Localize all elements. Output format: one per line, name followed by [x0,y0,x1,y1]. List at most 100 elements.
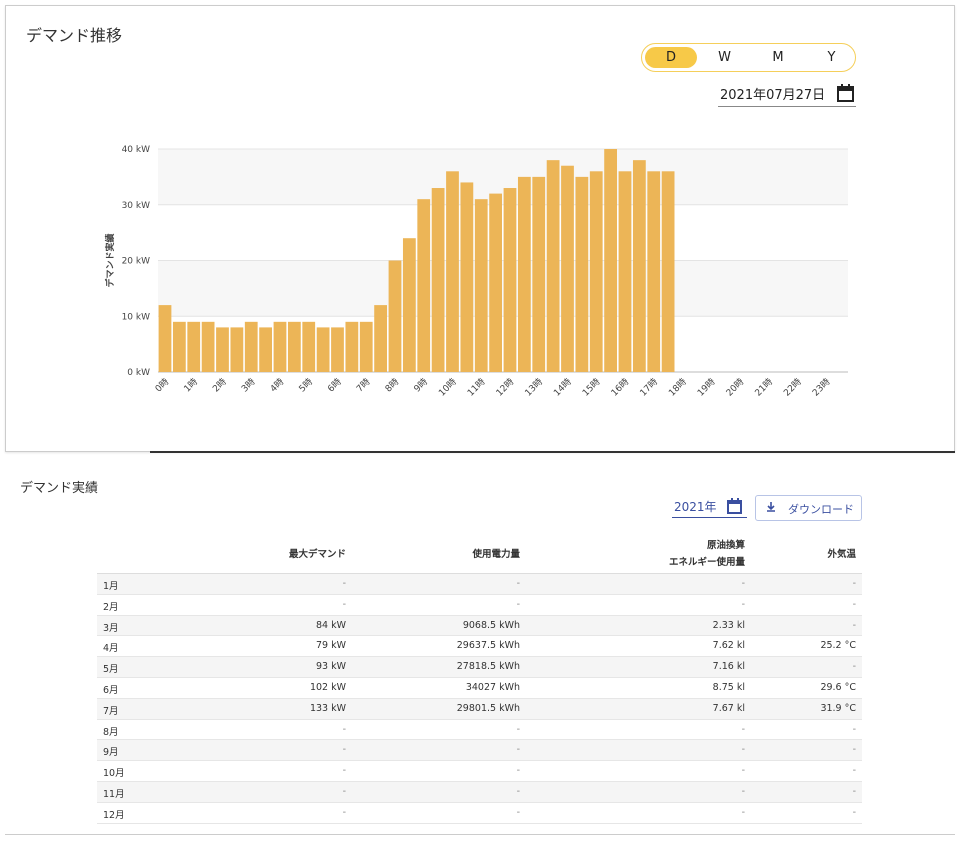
table-row [97,615,862,637]
x-tick-label: 9時 [412,376,430,394]
table-cell: - [852,723,856,735]
year-field[interactable]: 2021年 [674,500,717,514]
bottom-divider [5,834,955,835]
x-tick-label: 17時 [638,376,660,398]
grid-band [158,260,848,317]
period-selected [645,47,697,68]
table-cell: 11月 [103,789,125,800]
x-tick-label: 18時 [667,376,689,398]
x-tick-label: 16時 [609,376,631,398]
table-cell: - [516,806,520,818]
table-row [97,782,862,803]
column-header: 外気温 [827,549,856,560]
bar [532,176,546,372]
x-tick-label: 13時 [523,376,545,398]
table-cell: 84 kW [315,619,346,631]
bar [230,327,244,372]
x-tick-label: 22時 [782,376,804,398]
bar [331,327,344,372]
bar [273,321,287,372]
bar [302,321,316,372]
download-button[interactable] [755,495,862,521]
x-tick-label: 23時 [810,376,832,398]
table-cell: - [342,786,346,797]
bar [417,199,431,372]
period-toggle [641,43,856,72]
table-cell: - [852,661,856,673]
table-cell: - [852,786,856,797]
table-cell: 29.6 °C [820,682,856,693]
table-row [97,802,862,824]
table-cell: - [852,744,856,756]
bar [575,176,589,372]
period-button[interactable]: Y [827,50,836,65]
table-cell: - [852,765,856,777]
bar [244,321,258,372]
x-tick-label: 10時 [437,376,459,398]
bar [402,238,416,372]
table-cell: - [852,806,856,818]
table-cell: - [741,786,745,797]
table-cell: 7.67 kl [712,702,745,714]
bar [489,193,502,372]
date-underline [718,106,856,107]
column-header: 最大デマンド [288,549,346,560]
year-calendar-icon[interactable] [726,497,744,515]
table-row [97,636,862,658]
table-cell: - [342,744,346,756]
table-row [97,740,862,762]
table-cell: - [852,619,856,631]
x-tick-label: 6時 [326,376,344,394]
bar [503,188,517,372]
table-cell: 2.33 kl [712,619,745,631]
bar [388,260,402,372]
y-tick-label: 20 kW [122,257,151,267]
x-tick-label: 14時 [552,376,574,398]
table-row [97,698,862,720]
x-tick-label: 0時 [153,376,171,394]
period-button[interactable]: W [718,50,731,65]
bar [431,188,445,372]
x-tick-label: 3時 [239,376,257,394]
table-cell: 9068.5 kWh [462,619,520,631]
bar [287,321,301,372]
x-tick-label: 20時 [724,376,746,398]
download-icon [767,502,775,512]
period-button[interactable]: M [772,50,784,65]
table-cell: - [741,744,745,756]
table-cell: 4月 [103,643,119,655]
table-cell: 29637.5 kWh [456,640,520,652]
x-tick-label: 21時 [753,376,775,398]
table-cell: 29801.5 kWh [456,702,520,714]
y-tick-label: 40 kW [122,145,151,155]
bar [618,171,632,372]
table-cell: 25.2 °C [820,640,856,652]
bar [517,176,531,372]
bar [561,165,574,372]
table-cell: 102 kW [309,682,346,693]
x-tick-label: 11時 [465,376,487,398]
table-cell: 133 kW [309,702,346,714]
date-field[interactable]: 2021年07月27日 [720,88,826,103]
bar [172,321,186,372]
y-tick-label: 30 kW [122,201,151,211]
y-tick-label: 0 kW [127,368,150,378]
table-cell: 5月 [103,664,119,676]
results-title: デマンド実績 [20,481,99,496]
table-cell: 8.75 kl [712,682,745,693]
x-tick-label: 2時 [211,376,229,394]
table-cell: - [741,806,745,818]
table-cell: 7.62 kl [712,640,745,652]
table-cell: - [516,598,520,610]
calendar-icon[interactable] [836,83,856,103]
bar [359,321,373,372]
period-button[interactable]: D [665,50,676,65]
x-tick-label: 8時 [383,376,401,394]
table-cell: - [516,765,520,777]
x-tick-label: 4時 [268,376,286,394]
table-cell: 12月 [103,809,125,821]
table-row [97,678,862,699]
table-cell: 1月 [103,581,119,592]
table-cell: - [741,765,745,777]
